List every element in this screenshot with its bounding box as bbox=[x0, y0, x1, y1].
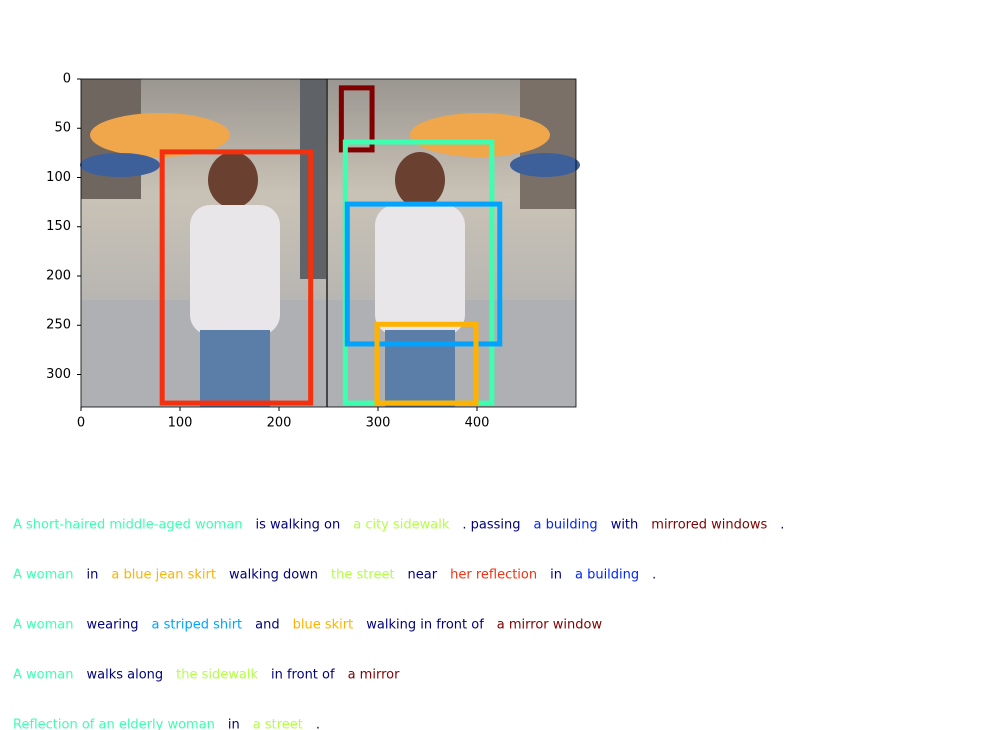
x-tick-label: 0 bbox=[77, 416, 85, 431]
y-tick-label: 300 bbox=[46, 367, 71, 382]
x-tick-label: 300 bbox=[366, 416, 391, 431]
caption-phrase: her reflection bbox=[450, 568, 537, 583]
caption-phrase: the sidewalk bbox=[176, 668, 258, 683]
caption-phrase: A woman bbox=[13, 668, 73, 683]
caption-phrase: the street bbox=[331, 568, 395, 583]
caption-phrase: mirrored windows bbox=[651, 518, 767, 533]
caption-phrase: is walking on bbox=[256, 518, 341, 533]
y-tick-label: 150 bbox=[46, 219, 71, 234]
caption-phrase: wearing bbox=[86, 618, 138, 633]
bounding-box bbox=[338, 85, 375, 153]
y-tick-label: 100 bbox=[46, 170, 71, 185]
bounding-box bbox=[159, 149, 314, 406]
caption-phrase: a city sidewalk bbox=[353, 518, 450, 533]
caption-phrase: . bbox=[316, 718, 320, 730]
x-tick-label: 100 bbox=[168, 416, 193, 431]
caption-phrase: in bbox=[228, 718, 240, 730]
axes-frame bbox=[80, 78, 577, 408]
caption-phrase: walks along bbox=[86, 668, 163, 683]
caption-phrase: a mirror window bbox=[497, 618, 603, 633]
y-tick-label: 200 bbox=[46, 268, 71, 283]
bounding-box bbox=[374, 321, 479, 406]
caption-phrase: near bbox=[408, 568, 438, 583]
y-tick-label: 250 bbox=[46, 318, 71, 333]
photo bbox=[80, 79, 580, 407]
caption-phrase: A short-haired middle-aged woman bbox=[13, 518, 243, 533]
caption-phrase: walking in front of bbox=[366, 618, 484, 633]
caption-phrase: Reflection of an elderly woman bbox=[13, 718, 215, 730]
caption-phrase: a street bbox=[253, 718, 303, 730]
x-tick-label: 200 bbox=[267, 416, 292, 431]
caption-phrase: in front of bbox=[271, 668, 335, 683]
caption-phrase: . passing bbox=[462, 518, 520, 533]
caption-phrase: in bbox=[550, 568, 562, 583]
caption-phrase: a blue jean skirt bbox=[111, 568, 216, 583]
caption-phrase: in bbox=[86, 568, 98, 583]
x-tick-label: 400 bbox=[465, 416, 490, 431]
caption-phrase: and bbox=[255, 618, 279, 633]
caption-phrase: . bbox=[652, 568, 656, 583]
bounding-box bbox=[344, 201, 503, 347]
caption-phrase: A woman bbox=[13, 618, 73, 633]
caption-phrase: . bbox=[780, 518, 784, 533]
caption-phrase: a building bbox=[575, 568, 639, 583]
caption-phrase: a striped shirt bbox=[152, 618, 243, 633]
caption-phrase: A woman bbox=[13, 568, 73, 583]
y-tick-label: 0 bbox=[63, 72, 71, 87]
y-tick-label: 50 bbox=[54, 121, 71, 136]
caption-phrase: blue skirt bbox=[293, 618, 354, 633]
caption-phrase: with bbox=[611, 518, 639, 533]
caption-phrase: a building bbox=[534, 518, 598, 533]
caption-phrase: walking down bbox=[229, 568, 318, 583]
caption-phrase: a mirror bbox=[348, 668, 401, 683]
